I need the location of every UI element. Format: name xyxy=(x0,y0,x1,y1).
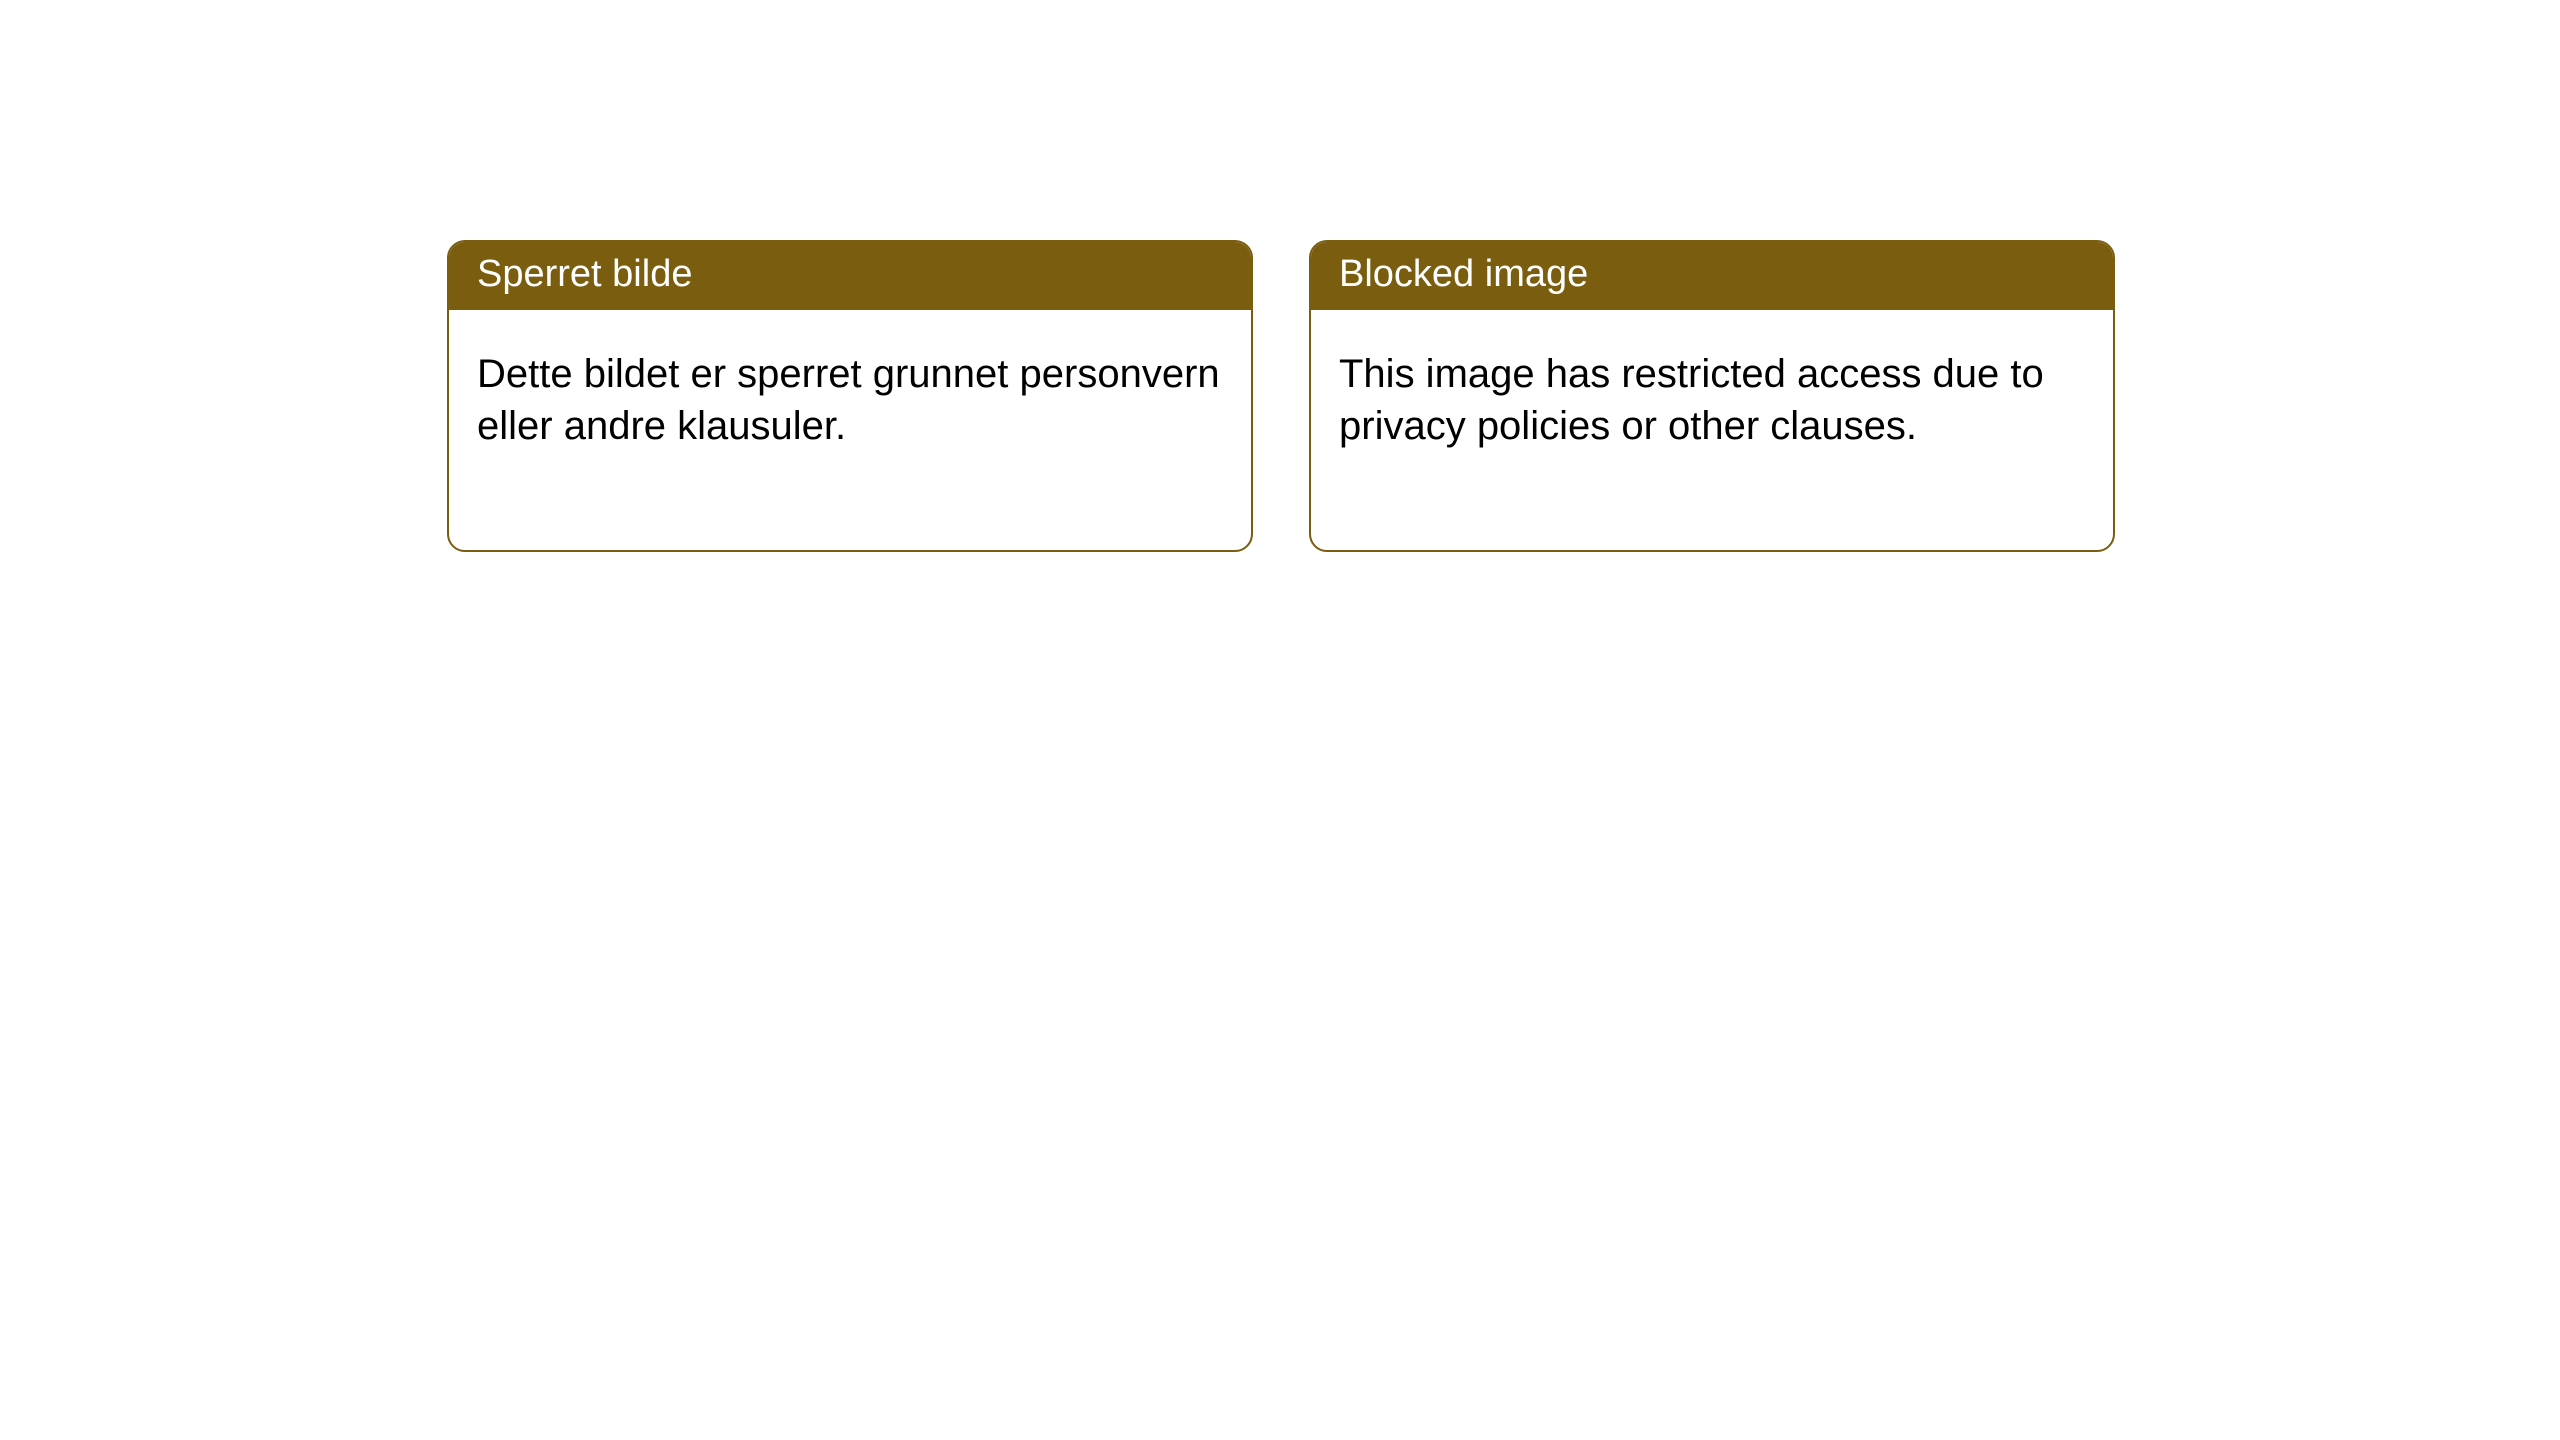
notice-card-body: Dette bildet er sperret grunnet personve… xyxy=(449,310,1251,550)
notice-card-title: Blocked image xyxy=(1311,242,2113,310)
notice-card-title: Sperret bilde xyxy=(449,242,1251,310)
notice-card-norwegian: Sperret bilde Dette bildet er sperret gr… xyxy=(447,240,1253,552)
notice-container: Sperret bilde Dette bildet er sperret gr… xyxy=(447,240,2115,552)
notice-card-body: This image has restricted access due to … xyxy=(1311,310,2113,550)
notice-card-english: Blocked image This image has restricted … xyxy=(1309,240,2115,552)
